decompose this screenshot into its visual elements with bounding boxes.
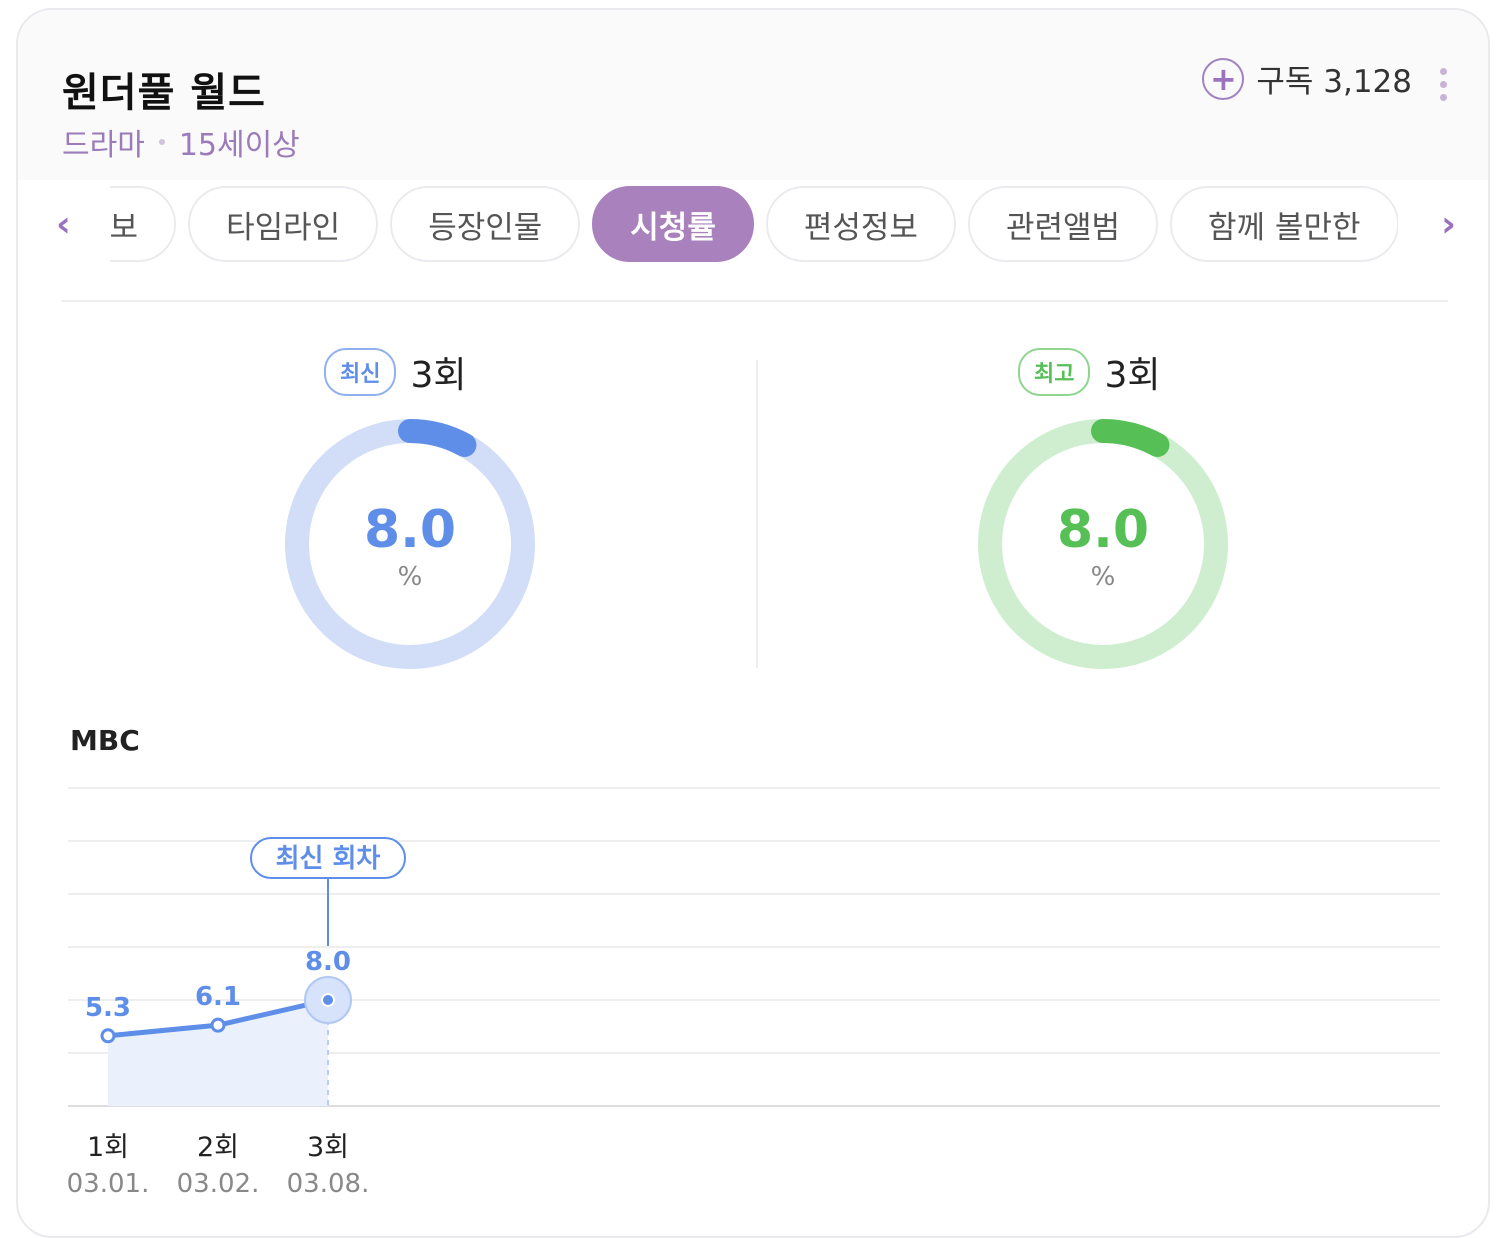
tab-4[interactable]: 편성정보: [765, 186, 956, 262]
data-label: 6.1: [195, 982, 241, 1012]
x-date-label: 03.01.: [67, 1169, 150, 1199]
more-options-icon[interactable]: [1440, 68, 1448, 101]
latest-rating-unit: %: [397, 562, 423, 592]
divider: [62, 300, 1448, 302]
x-date-label: 03.02.: [177, 1169, 260, 1199]
tab-3[interactable]: 시청률: [592, 186, 754, 262]
best-badge: 최고: [1018, 348, 1091, 396]
program-card: 원더풀 월드 드라마 15세이상 + 구독 3,128 ‹ 회차정보타임라인등장…: [16, 8, 1490, 1238]
x-date-label: 03.08.: [287, 1169, 370, 1199]
best-ring-arc: [978, 419, 1228, 669]
subscribe-label: 구독 3,128: [1256, 64, 1412, 100]
tab-2[interactable]: 등장인물: [390, 186, 581, 262]
x-tick-label: 3회: [307, 1132, 349, 1163]
latest-rating-value: 8.0: [363, 500, 457, 560]
latest-badge: 최신: [324, 348, 397, 396]
genre-label: 드라마: [62, 128, 145, 163]
x-tick-label: 1회: [87, 1132, 129, 1163]
plus-icon: +: [1202, 57, 1245, 100]
latest-rating-ring: [285, 419, 535, 669]
best-rating-unit: %: [1090, 562, 1116, 592]
tab-5[interactable]: 관련앨범: [967, 186, 1159, 262]
program-meta: 드라마 15세이상: [62, 120, 300, 164]
tab-0[interactable]: 회차정보: [110, 186, 177, 262]
best-rating-ring: [978, 419, 1228, 669]
data-point: [100, 1028, 116, 1044]
age-rating-label: 15세이상: [178, 128, 300, 163]
separator-dot: [158, 139, 165, 145]
annotation-label: 최신 회차: [276, 844, 381, 874]
channel-name: MBC: [70, 724, 140, 757]
latest-ring-arc: [285, 419, 535, 669]
tab-1[interactable]: 타임라인: [188, 186, 379, 262]
data-point: [210, 1017, 226, 1033]
tab-6[interactable]: 함께 볼만한: [1170, 186, 1398, 262]
annotation-bubble: [250, 837, 406, 879]
header-background: [18, 10, 1488, 180]
tab-bar: ‹ 회차정보타임라인등장인물시청률편성정보관련앨범함께 볼만한 ›: [18, 186, 1488, 266]
chevron-left-icon[interactable]: ‹: [56, 204, 71, 245]
series-area: [108, 1000, 328, 1106]
x-tick-label: 2회: [197, 1132, 239, 1163]
program-title[interactable]: 원더풀 월드: [62, 70, 266, 116]
data-label: 8.0: [305, 947, 351, 977]
best-header: 최고 3회: [1018, 346, 1161, 398]
vertical-divider: [756, 360, 758, 668]
subscribe-button[interactable]: + 구독 3,128: [1202, 56, 1412, 101]
data-label: 5.3: [85, 993, 131, 1023]
chevron-right-icon[interactable]: ›: [1441, 204, 1456, 245]
latest-episode: 3회: [410, 355, 467, 396]
latest-header: 최신 3회: [324, 346, 467, 398]
tab-scroll-area: 회차정보타임라인등장인물시청률편성정보관련앨범함께 볼만한: [110, 186, 1398, 266]
best-episode: 3회: [1104, 355, 1161, 396]
data-point: [321, 993, 335, 1007]
ratings-chart: 5.3 1회 03.01. 6.1 2회 03.02. 8.0 3회 03.08. 최신 회차: [67, 787, 1440, 1199]
best-rating-value: 8.0: [1056, 500, 1150, 560]
